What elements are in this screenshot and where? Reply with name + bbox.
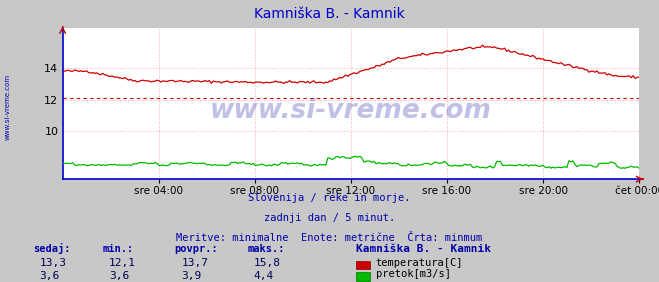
Text: temperatura[C]: temperatura[C] [376, 258, 463, 268]
Text: www.si-vreme.com: www.si-vreme.com [210, 98, 492, 124]
Text: min.:: min.: [102, 244, 133, 254]
Text: Meritve: minimalne  Enote: metrične  Črta: minmum: Meritve: minimalne Enote: metrične Črta:… [177, 233, 482, 243]
Text: www.si-vreme.com: www.si-vreme.com [5, 74, 11, 140]
Text: 15,8: 15,8 [254, 259, 281, 268]
Text: zadnji dan / 5 minut.: zadnji dan / 5 minut. [264, 213, 395, 223]
Text: Kamniška B. - Kamnik: Kamniška B. - Kamnik [254, 7, 405, 21]
Text: Slovenija / reke in morje.: Slovenija / reke in morje. [248, 193, 411, 203]
Text: 13,7: 13,7 [181, 259, 208, 268]
Text: sedaj:: sedaj: [33, 243, 71, 254]
Text: Kamniška B. - Kamnik: Kamniška B. - Kamnik [356, 244, 491, 254]
Text: 4,4: 4,4 [254, 271, 274, 281]
Text: 3,6: 3,6 [109, 271, 129, 281]
Text: povpr.:: povpr.: [175, 244, 218, 254]
Text: 12,1: 12,1 [109, 259, 136, 268]
Text: 3,9: 3,9 [181, 271, 202, 281]
Text: pretok[m3/s]: pretok[m3/s] [376, 269, 451, 279]
Text: 3,6: 3,6 [40, 271, 60, 281]
Text: 13,3: 13,3 [40, 259, 67, 268]
Text: maks.:: maks.: [247, 244, 285, 254]
